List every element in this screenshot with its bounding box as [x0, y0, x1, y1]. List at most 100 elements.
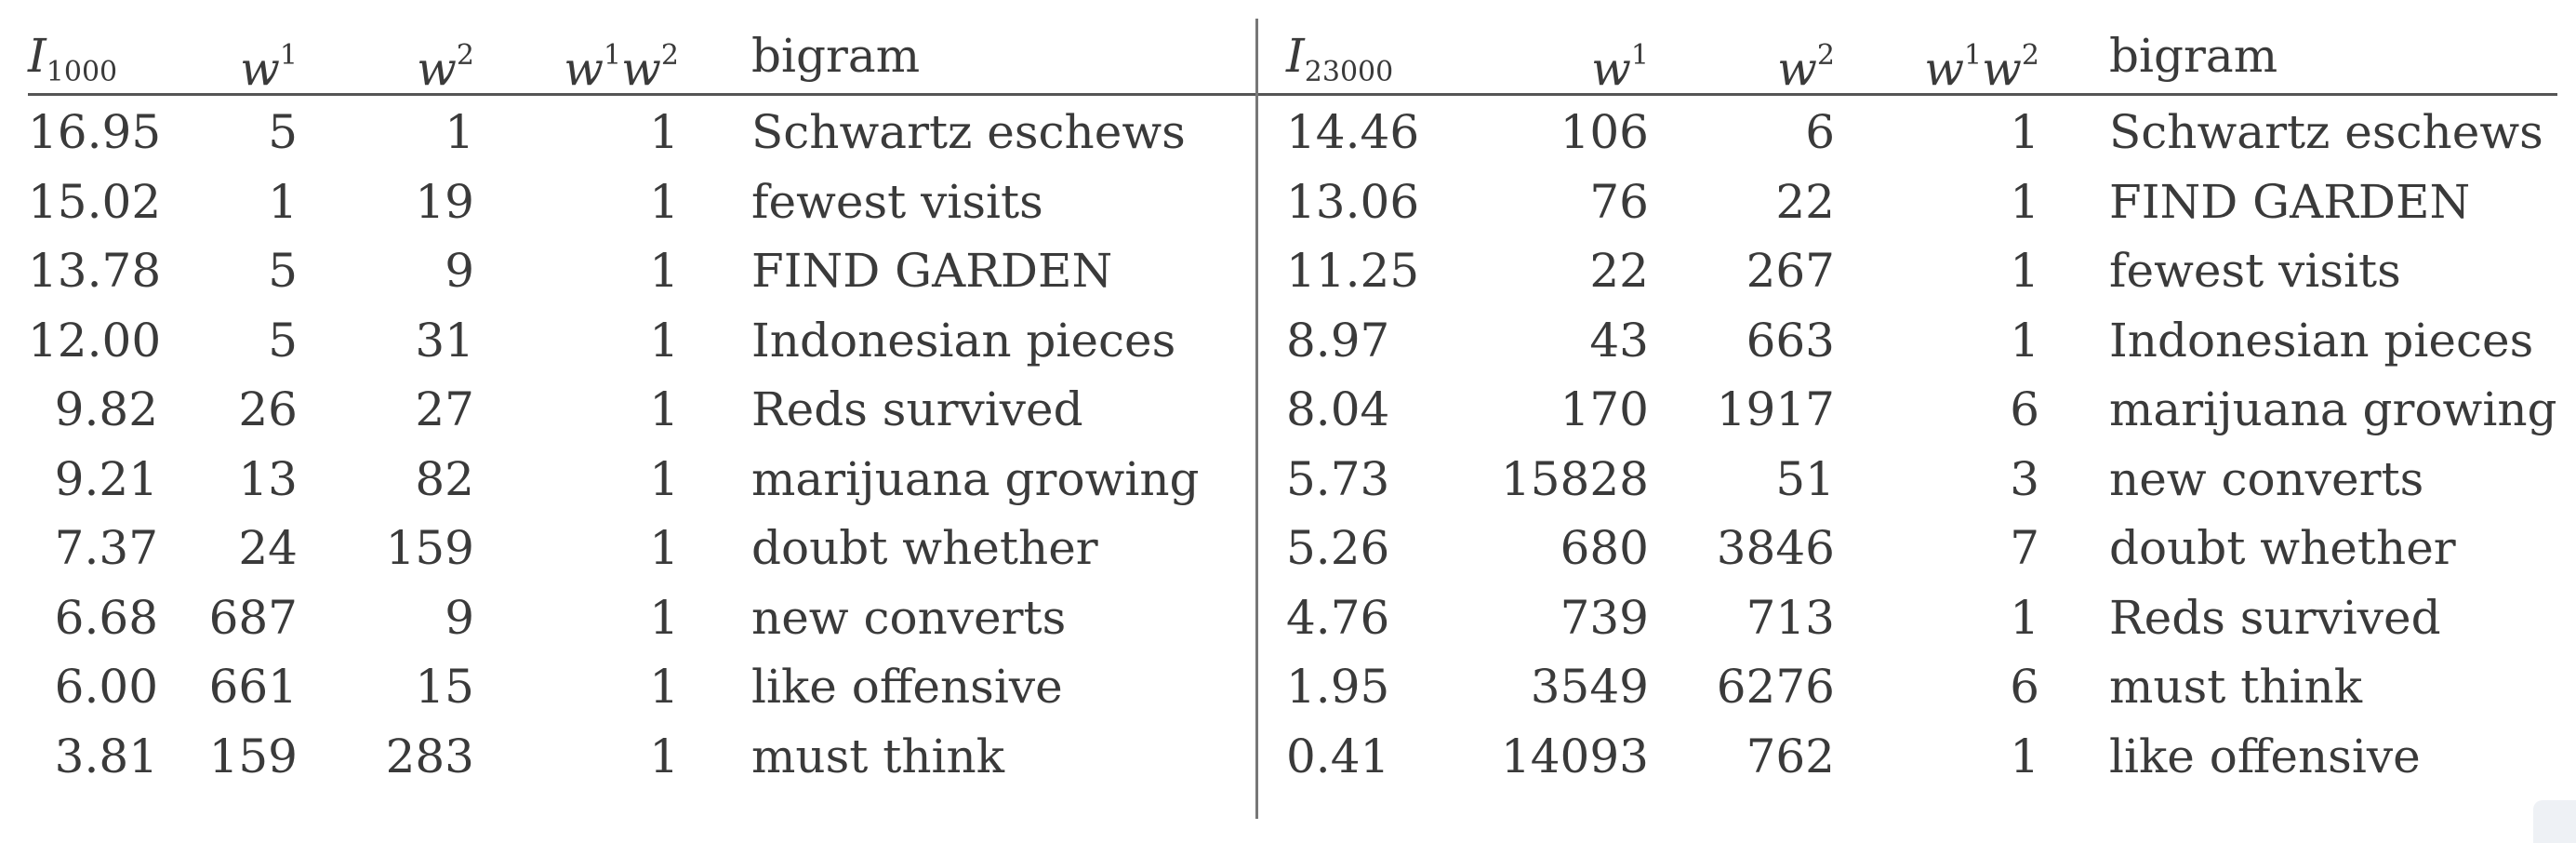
left-cell-i: 13.78	[28, 244, 162, 298]
right-cell-i: 5.73	[1286, 451, 1390, 506]
left-cell-w1: 687	[208, 590, 298, 645]
right-cell-i: 14.46	[1286, 105, 1420, 159]
right-table-row: 0.41 14093 762 1 like offensive	[1258, 721, 2576, 792]
left-cell-i: 3.81	[54, 729, 158, 783]
right-cell-w1: 106	[1560, 105, 1649, 159]
right-cell-w1: 3549	[1530, 660, 1649, 714]
left-cell-bigram: doubt whether	[751, 521, 1098, 575]
left-table-row: 9.82 26 27 1 Reds survived	[0, 374, 1255, 445]
right-cell-w1: 22	[1589, 244, 1649, 298]
right-cell-w1w2: 1	[2010, 313, 2039, 368]
left-cell-w1w2: 1	[649, 382, 679, 436]
left-header-w1w2: w1w2	[564, 39, 679, 96]
left-cell-bigram: Indonesian pieces	[751, 313, 1176, 368]
right-header-w2: w2	[1777, 39, 1835, 96]
right-table-row: 5.26 680 3846 7 doubt whether	[1258, 513, 2576, 583]
right-cell-i: 8.04	[1286, 382, 1390, 436]
left-cell-w1w2: 1	[649, 660, 679, 714]
left-cell-i: 15.02	[28, 174, 162, 229]
right-cell-bigram: marijuana growing	[2109, 382, 2557, 436]
right-cell-w2: 22	[1775, 174, 1835, 229]
right-cell-w1w2: 6	[2010, 382, 2039, 436]
left-cell-w1: 5	[268, 313, 298, 368]
right-cell-i: 5.26	[1286, 521, 1390, 575]
right-cell-w1w2: 1	[2010, 590, 2039, 645]
right-cell-w2: 663	[1746, 313, 1835, 368]
left-cell-w2: 19	[415, 174, 474, 229]
right-cell-w2: 6276	[1716, 660, 1835, 714]
right-cell-w1: 680	[1560, 521, 1649, 575]
right-cell-bigram: new converts	[2109, 451, 2424, 506]
column-divider	[1255, 19, 1258, 819]
left-cell-w2: 27	[415, 382, 474, 436]
right-table-row: 5.73 15828 51 3 new converts	[1258, 444, 2576, 515]
right-cell-i: 13.06	[1286, 174, 1420, 229]
right-table-row: 1.95 3549 6276 6 must think	[1258, 651, 2576, 722]
left-cell-w1w2: 1	[649, 729, 679, 783]
left-header-w1: w1	[240, 39, 298, 96]
right-cell-i: 0.41	[1286, 729, 1390, 783]
right-cell-w2: 267	[1746, 244, 1835, 298]
left-table-row: 6.00 661 15 1 like offensive	[0, 651, 1255, 722]
left-header-bigram: bigram	[751, 29, 921, 83]
right-cell-w2: 1917	[1716, 382, 1835, 436]
left-cell-w2: 82	[415, 451, 474, 506]
right-table-row: 13.06 76 22 1 FIND GARDEN	[1258, 167, 2576, 237]
right-cell-w1w2: 1	[2010, 174, 2039, 229]
left-cell-i: 9.82	[54, 382, 158, 436]
right-table-row: 4.76 739 713 1 Reds survived	[1258, 582, 2576, 653]
left-cell-w2: 159	[385, 521, 474, 575]
right-cell-w1w2: 7	[2010, 521, 2039, 575]
right-header-w1: w1	[1591, 39, 1649, 96]
left-cell-w1w2: 1	[649, 590, 679, 645]
right-cell-w1w2: 1	[2010, 244, 2039, 298]
left-cell-w2: 15	[415, 660, 474, 714]
right-header-bigram: bigram	[2109, 29, 2278, 83]
left-cell-w1w2: 1	[649, 521, 679, 575]
right-cell-w1: 43	[1589, 313, 1649, 368]
left-cell-w2: 283	[385, 729, 474, 783]
right-cell-w2: 762	[1746, 729, 1835, 783]
right-cell-w1: 15828	[1500, 451, 1649, 506]
right-cell-w1w2: 1	[2010, 105, 2039, 159]
left-cell-w2: 9	[445, 590, 474, 645]
left-table-row: 13.78 5 9 1 FIND GARDEN	[0, 235, 1255, 306]
right-cell-bigram: Schwartz eschews	[2109, 105, 2543, 159]
left-cell-bigram: new converts	[751, 590, 1067, 645]
header-rule	[28, 93, 2557, 96]
left-table-row: 16.95 5 1 1 Schwartz eschews	[0, 97, 1255, 167]
right-cell-w1: 14093	[1500, 729, 1649, 783]
right-cell-w1w2: 6	[2010, 660, 2039, 714]
left-cell-bigram: marijuana growing	[751, 451, 1200, 506]
left-cell-i: 9.21	[54, 451, 158, 506]
left-cell-w1: 24	[238, 521, 298, 575]
left-cell-bigram: Reds survived	[751, 382, 1083, 436]
left-cell-w1: 661	[208, 660, 298, 714]
right-cell-bigram: Reds survived	[2109, 590, 2441, 645]
left-cell-i: 12.00	[28, 313, 162, 368]
left-cell-w2: 1	[445, 105, 474, 159]
left-cell-bigram: must think	[751, 729, 1005, 783]
left-table-row: 7.37 24 159 1 doubt whether	[0, 513, 1255, 583]
left-cell-w1: 5	[268, 105, 298, 159]
right-table-row: 11.25 22 267 1 fewest visits	[1258, 235, 2576, 306]
left-header-i: I1000	[28, 29, 118, 88]
right-cell-w2: 713	[1746, 590, 1835, 645]
right-cell-bigram: must think	[2109, 660, 2363, 714]
right-cell-i: 1.95	[1286, 660, 1390, 714]
left-cell-i: 16.95	[28, 105, 162, 159]
left-cell-i: 6.68	[54, 590, 158, 645]
right-cell-w2: 6	[1805, 105, 1835, 159]
left-cell-w2: 31	[415, 313, 474, 368]
left-table-row: 3.81 159 283 1 must think	[0, 721, 1255, 792]
left-cell-w1: 26	[238, 382, 298, 436]
left-cell-bigram: fewest visits	[751, 174, 1043, 229]
right-cell-bigram: FIND GARDEN	[2109, 174, 2471, 229]
right-table-row: 8.97 43 663 1 Indonesian pieces	[1258, 305, 2576, 376]
right-table-row: 8.04 170 1917 6 marijuana growing	[1258, 374, 2576, 445]
right-cell-bigram: Indonesian pieces	[2109, 313, 2534, 368]
corner-overlay	[2533, 800, 2576, 843]
right-cell-w2: 3846	[1716, 521, 1835, 575]
left-cell-w1: 1	[268, 174, 298, 229]
